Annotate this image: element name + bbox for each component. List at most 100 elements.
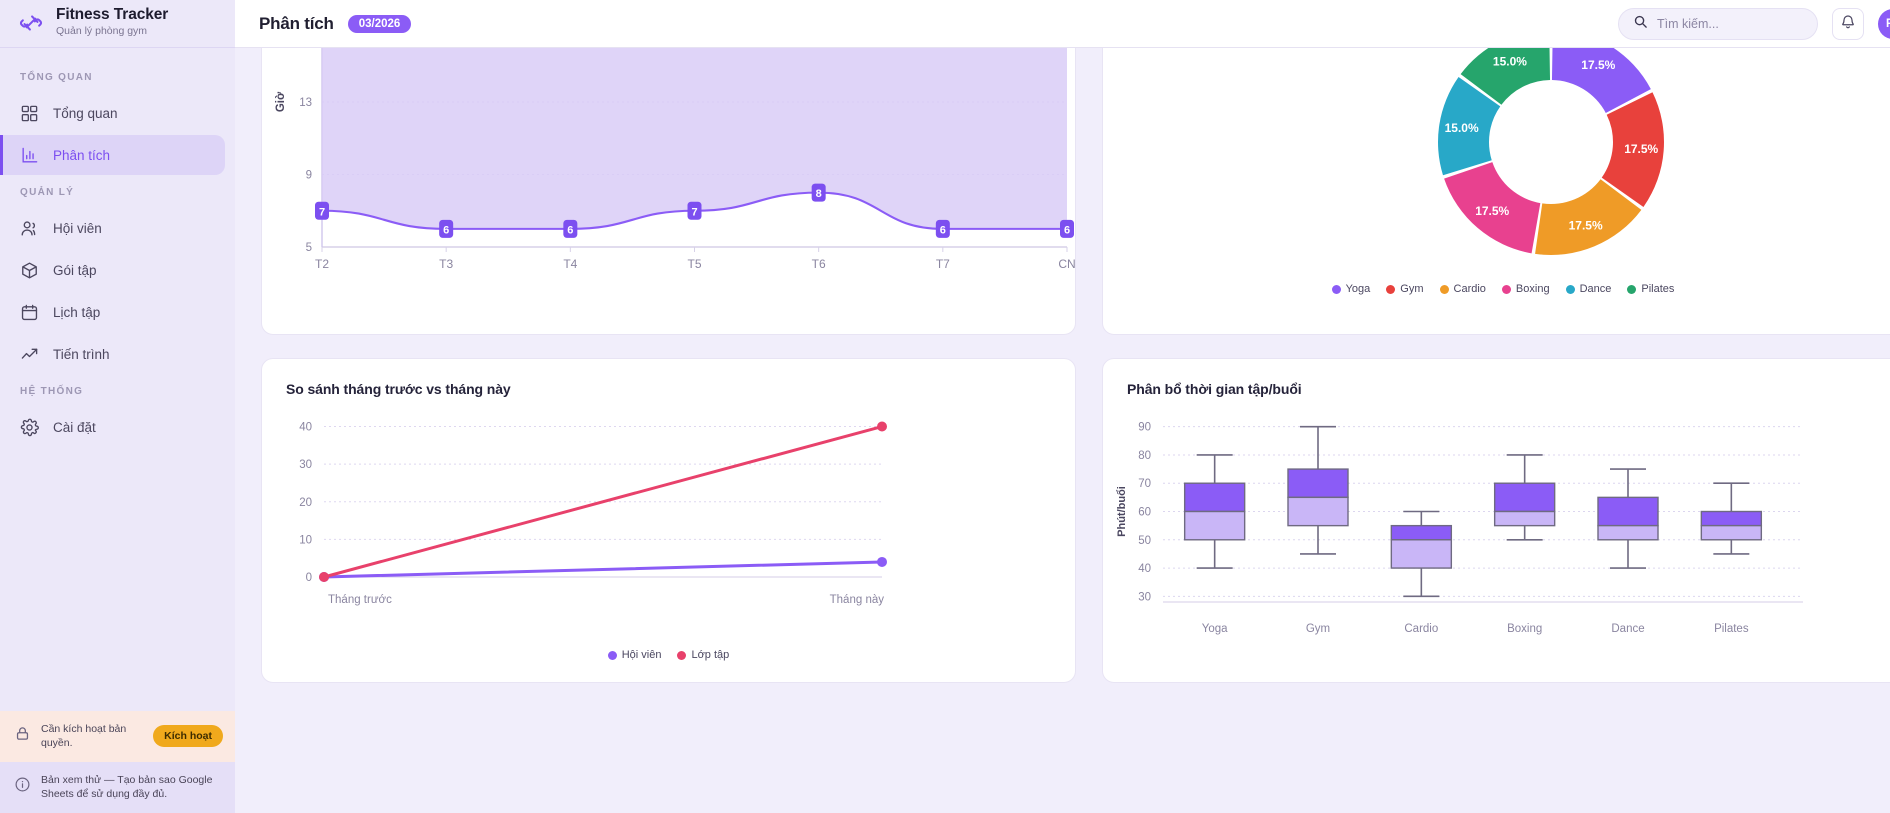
y-tick-label: 40 (1138, 563, 1151, 575)
svg-text:7: 7 (691, 206, 697, 218)
svg-text:6: 6 (1064, 224, 1070, 236)
avatar[interactable]: FT (1878, 8, 1890, 39)
y-tick-label: 9 (306, 170, 312, 182)
y-tick-label: 10 (299, 534, 312, 546)
box-plot-gym[interactable] (1287, 425, 1349, 555)
legend-item-cardio[interactable]: Cardio (1439, 283, 1486, 295)
x-tick-label: Tháng trước (328, 594, 392, 606)
gear-icon (20, 418, 39, 437)
pie-slice-gym[interactable] (1601, 92, 1664, 207)
legend-label: Gym (1400, 283, 1424, 295)
box-plot-pilates[interactable] (1700, 482, 1763, 555)
x-tick-label: Pilates (1714, 623, 1749, 635)
sidebar-section-label: HỆ THỐNG (20, 386, 84, 397)
brand: Fitness Tracker Quản lý phòng gym (0, 0, 235, 48)
sidebar-item-gói-tập[interactable]: Gói tập (0, 250, 225, 290)
data-label: 6 (563, 219, 578, 238)
data-point[interactable] (319, 572, 329, 582)
svg-text:6: 6 (567, 224, 573, 236)
search-box[interactable] (1618, 7, 1818, 40)
search-input[interactable] (1657, 16, 1803, 31)
x-tick-label: Dance (1611, 623, 1644, 635)
data-label: 6 (935, 219, 950, 238)
legend-item-lớp-tập[interactable]: Lớp tập (677, 649, 729, 661)
pie-slice-dance[interactable] (1438, 77, 1501, 176)
trending-up-icon (20, 345, 39, 364)
sidebar-section-label: QUẢN LÝ (20, 187, 75, 198)
legend-label: Hội viên (621, 649, 662, 661)
data-label: 8 (811, 183, 826, 202)
sidebar-item-lịch-tập[interactable]: Lịch tập (0, 292, 225, 332)
info-icon (14, 776, 31, 798)
pie-slice-yoga[interactable] (1551, 48, 1651, 113)
legend-color-dot (1627, 284, 1637, 294)
bar-chart-icon (20, 146, 39, 165)
box-chart-svg: 30 40 50 60 70 80 90 Yoga Gym Cardio Boxing Dance Pi… (1116, 422, 1803, 635)
sidebar-section-label: TỔNG QUAN (20, 72, 93, 83)
session-duration-box-chart: 30 40 50 60 70 80 90 Yoga Gym Cardio Boxing Dance Pi… (1103, 397, 1890, 682)
y-axis-label: Phút/buổi (1116, 486, 1128, 537)
legend-label: Cardio (1453, 283, 1486, 295)
weekly-hours-area-chart: 59131721191918191917187667866T2T3T4T5T6T… (262, 48, 1075, 334)
sidebar-item-label: Lịch tập (53, 304, 101, 320)
pie-slice-pilates[interactable] (1460, 48, 1551, 105)
legend-color-dot (1439, 284, 1449, 294)
data-label: 6 (1060, 219, 1074, 238)
pie-slice-label: 17.5% (1581, 58, 1615, 72)
y-tick-label: 20 (299, 497, 312, 509)
legend-item-boxing[interactable]: Boxing (1501, 283, 1550, 295)
area-chart-svg: 59131721191918191917187667866T2T3T4T5T6T… (275, 48, 1075, 271)
sidebar-item-tổng-quan[interactable]: Tổng quan (0, 93, 225, 133)
sidebar-nav: TỔNG QUAN Tổng quan Phân tích QUẢN LÝ Hội vi… (0, 48, 235, 711)
legend-label: Lớp tập (691, 649, 730, 661)
line-chart-svg: 0 10 20 30 40 Tháng trước Tháng này (299, 421, 887, 606)
notifications-button[interactable] (1832, 7, 1864, 40)
legend-label: Yoga (1345, 283, 1371, 295)
y-tick-label: 90 (1138, 422, 1151, 434)
data-label: 6 (439, 219, 454, 238)
legend-item-hội-viên[interactable]: Hội viên (607, 649, 662, 661)
svg-text:7: 7 (319, 206, 325, 218)
sidebar-item-label: Cài đặt (53, 419, 96, 435)
legend-label: Boxing (1515, 283, 1550, 295)
legend-color-dot (677, 650, 687, 660)
legend-color-dot (607, 650, 617, 660)
sidebar-item-phân-tích[interactable]: Phân tích (0, 135, 225, 175)
sidebar-item-tiến-trình[interactable]: Tiến trình (0, 334, 225, 374)
pie-slice-cardio[interactable] (1535, 179, 1642, 255)
donut-legend: Yoga Gym Cardio Boxing Dance Pilates (1103, 283, 1890, 295)
x-tick-label: Cardio (1404, 623, 1438, 635)
data-point[interactable] (877, 556, 887, 567)
session-duration-card: Phân bổ thời gian tập/buổi 30 40 50 60 70 80 9… (1102, 358, 1890, 683)
sidebar-item-label: Gói tập (53, 262, 97, 278)
box-plot-boxing[interactable] (1493, 454, 1556, 541)
lock-icon (14, 725, 31, 747)
box-plot-yoga[interactable] (1183, 454, 1246, 569)
legend-color-dot (1331, 284, 1341, 294)
x-tick-label: CN (1058, 257, 1075, 271)
legend-item-gym[interactable]: Gym (1386, 283, 1424, 295)
svg-text:6: 6 (443, 224, 449, 236)
legend-color-dot (1565, 284, 1575, 294)
svg-text:8: 8 (816, 188, 822, 200)
pie-slice-label: 15.0% (1493, 54, 1527, 68)
package-icon (20, 261, 39, 280)
legend-item-yoga[interactable]: Yoga (1331, 283, 1371, 295)
y-tick-label: 13 (299, 97, 312, 109)
box-plot-cardio[interactable] (1390, 510, 1453, 598)
legend-item-pilates[interactable]: Pilates (1627, 283, 1674, 295)
trial-banner: Bản xem thử — Tạo bản sao Google Sheets … (0, 761, 235, 813)
sidebar-item-hội-viên[interactable]: Hội viên (0, 208, 225, 248)
main-area: Phân tích 03/2026 (235, 0, 1890, 813)
topbar-actions: FT (1618, 7, 1890, 40)
activate-button[interactable]: Kích hoạt (153, 725, 223, 748)
area-band (322, 48, 1067, 229)
sidebar-item-cài-đặt[interactable]: Cài đặt (0, 407, 225, 447)
legend-item-dance[interactable]: Dance (1565, 283, 1611, 295)
box-plot-dance[interactable] (1597, 468, 1659, 569)
data-point[interactable] (877, 421, 887, 432)
legend-color-dot (1501, 284, 1511, 294)
pie-slice-boxing[interactable] (1444, 162, 1541, 254)
search-icon (1633, 14, 1648, 34)
